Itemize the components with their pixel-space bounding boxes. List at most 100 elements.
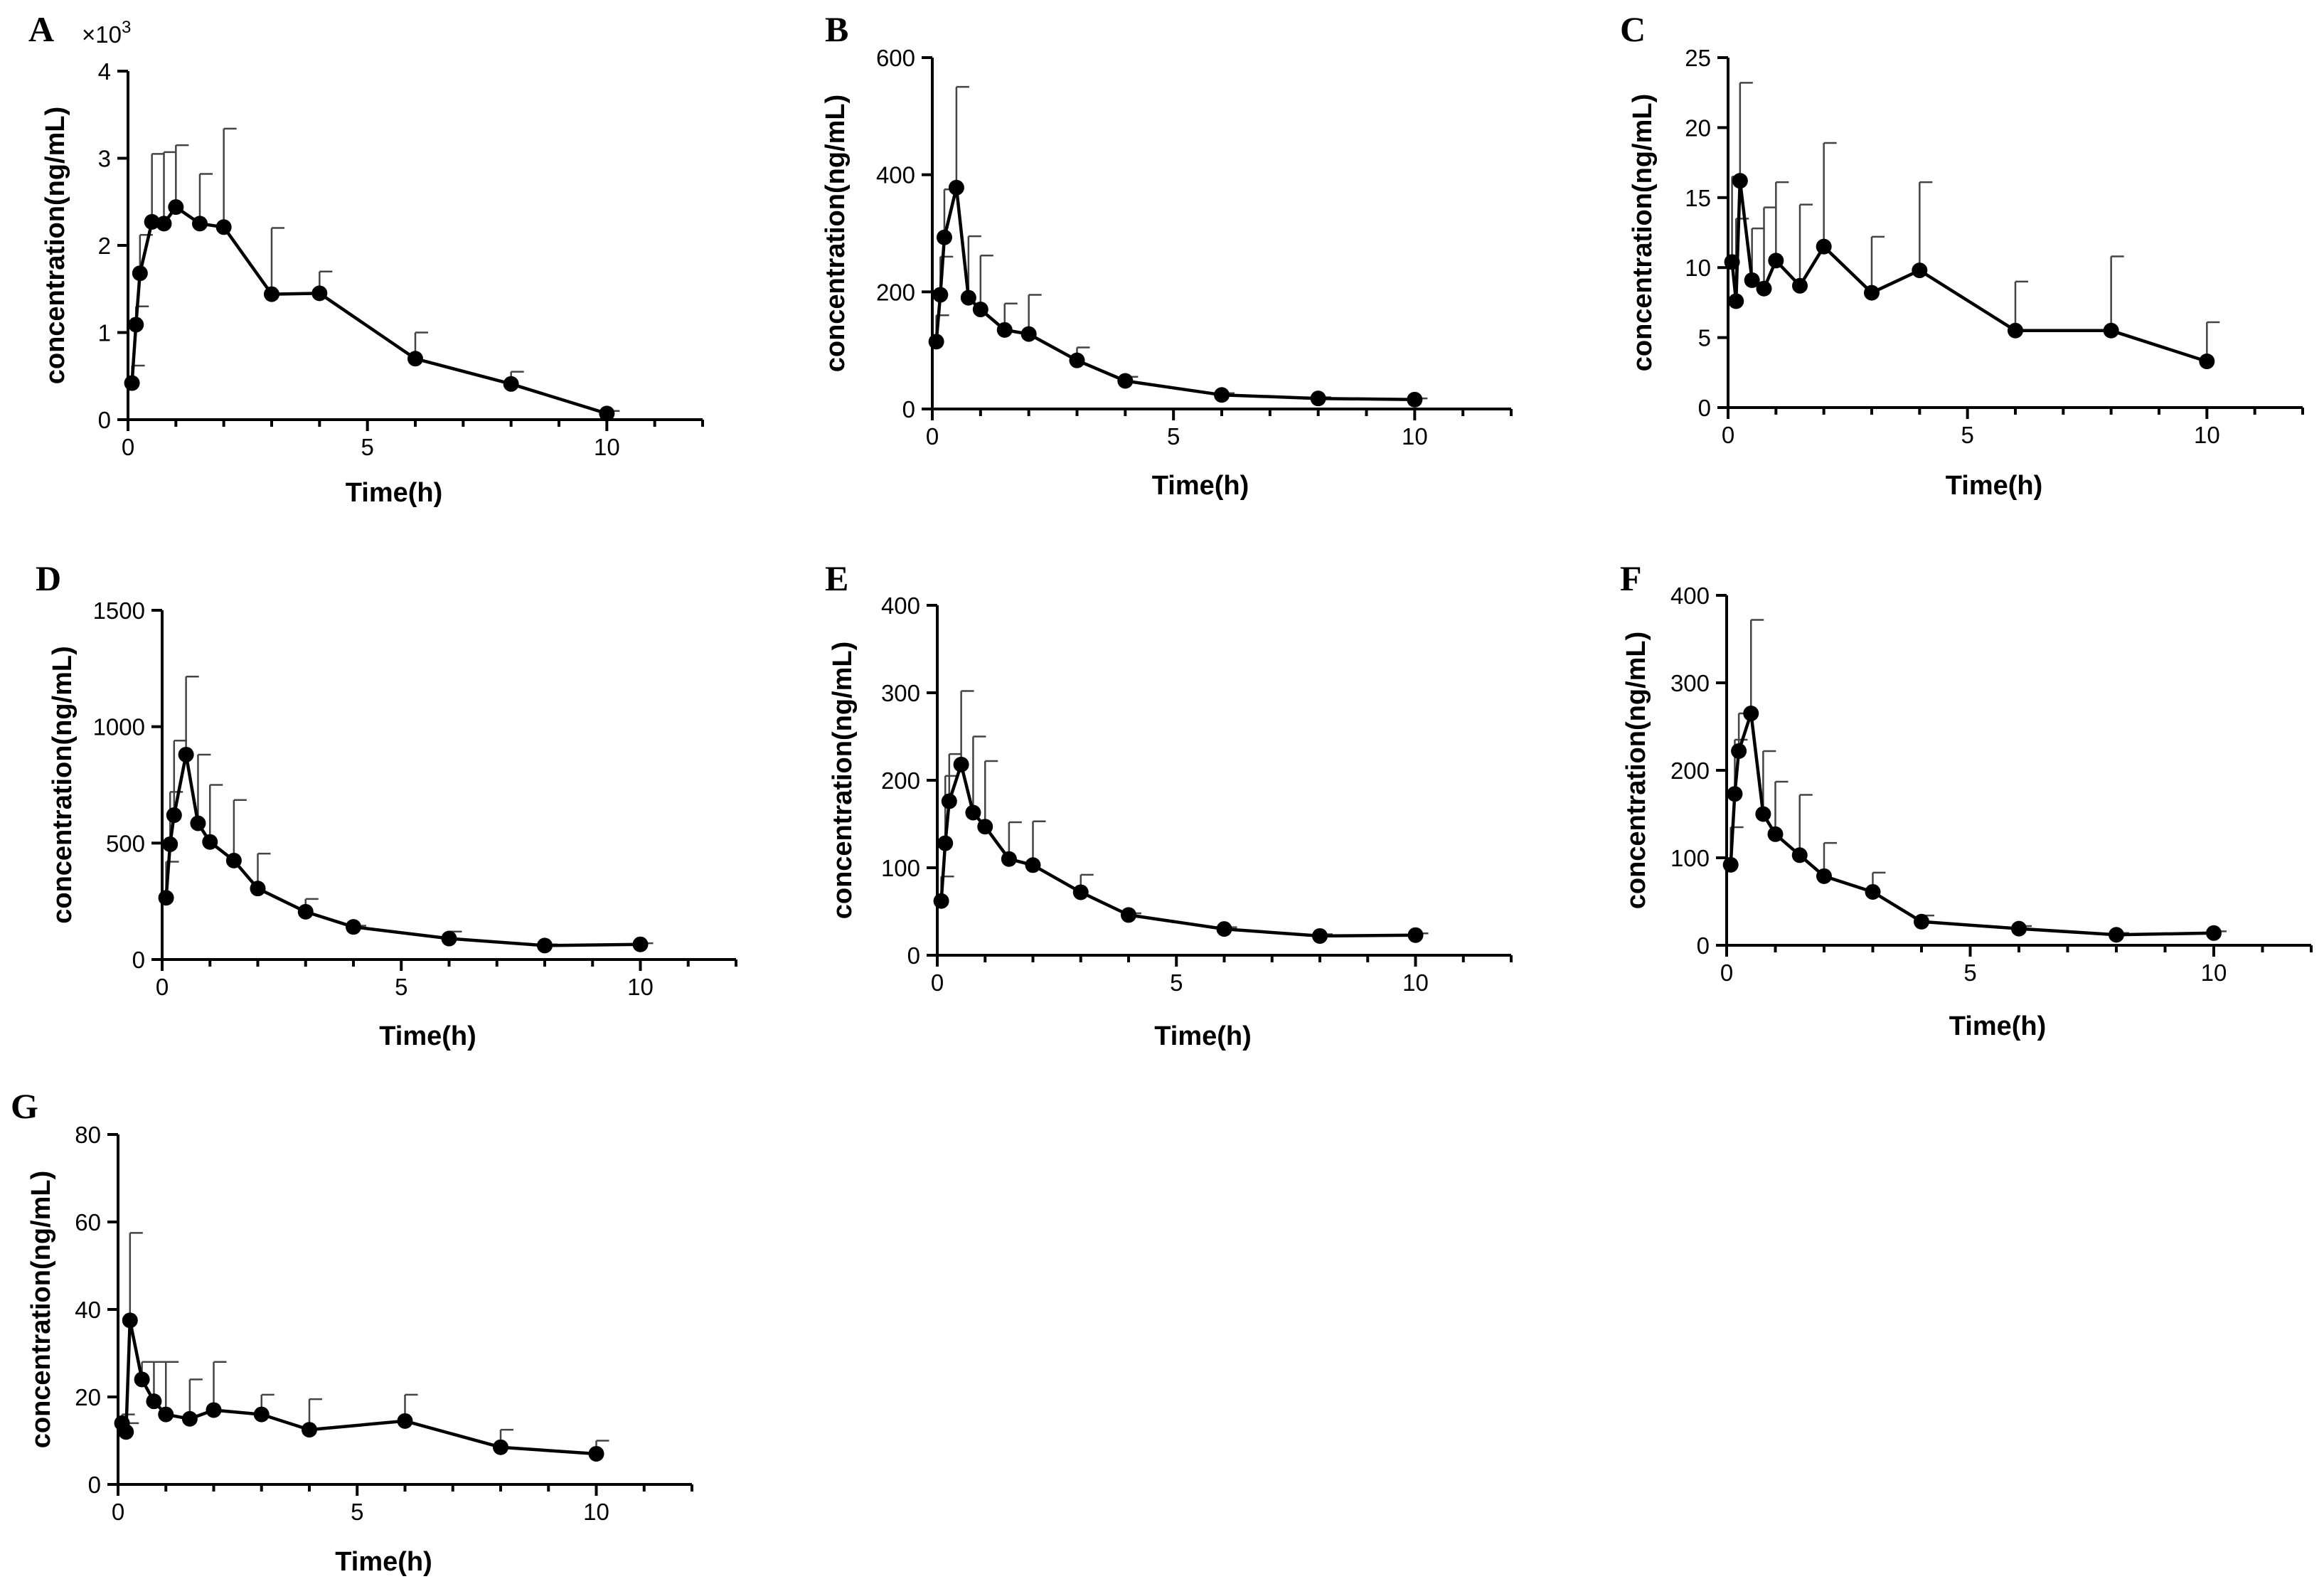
data-point — [1732, 173, 1748, 189]
x-tick-label: 0 — [931, 969, 944, 996]
data-point — [253, 1406, 270, 1423]
data-point — [2206, 925, 2222, 941]
y-tick-label: 0 — [902, 396, 915, 422]
y-tick-label: 100 — [881, 855, 920, 881]
x-tick-label: 10 — [2194, 422, 2220, 448]
data-point — [158, 890, 174, 906]
panel-letter-c: C — [1620, 9, 1646, 49]
data-point — [250, 881, 266, 897]
data-point — [407, 351, 423, 367]
data-point — [972, 302, 988, 318]
data-point — [346, 919, 361, 935]
y-tick-label: 0 — [907, 942, 920, 969]
data-point — [1407, 927, 1424, 943]
y-tick-label: 2 — [98, 233, 111, 259]
x-tick-label: 5 — [1963, 960, 1976, 986]
data-point — [1755, 806, 1771, 822]
y-tick-label: 4 — [98, 58, 111, 85]
panel-f: F 0 100 200 300 400 0 5 10 Time(h) concentration(n… — [1620, 558, 2313, 1041]
data-point — [588, 1445, 604, 1462]
data-point — [1312, 927, 1328, 944]
panel-b: B 0 200 400 600 0 5 10 Time(h) concentration(ng/m… — [821, 9, 1513, 501]
series-line — [939, 762, 1416, 938]
x-tick-label: 10 — [594, 434, 620, 460]
y-tick-label: 0 — [132, 947, 145, 973]
data-point — [124, 375, 140, 391]
data-point — [493, 1439, 508, 1455]
y-tick-label: 0 — [88, 1472, 101, 1498]
data-point — [1020, 326, 1037, 342]
y-tick-label: 200 — [876, 279, 915, 305]
data-point — [2199, 354, 2215, 370]
y-tick-label: 200 — [881, 767, 920, 794]
data-point — [1728, 293, 1744, 309]
y-tick-label: 500 — [106, 830, 145, 856]
data-point — [1744, 272, 1760, 288]
data-point — [1816, 868, 1832, 884]
data-point — [1722, 856, 1739, 873]
data-point — [1001, 851, 1017, 867]
series-line — [120, 1319, 597, 1456]
x-axis-title: Time(h) — [335, 1547, 432, 1577]
data-point — [1727, 786, 1743, 802]
data-point — [1864, 285, 1880, 301]
x-tick-label: 0 — [926, 423, 939, 450]
data-point — [1912, 262, 1928, 279]
data-point — [948, 179, 964, 196]
data-point — [977, 819, 993, 835]
data-point — [158, 1406, 174, 1423]
x-tick-label: 5 — [1961, 422, 1973, 448]
data-point — [933, 893, 949, 909]
x-tick-label: 5 — [395, 974, 407, 1000]
x-tick-label: 5 — [361, 434, 373, 460]
y-scale-exponent: 3 — [122, 18, 131, 37]
data-point — [134, 1371, 150, 1388]
data-point — [936, 229, 952, 245]
data-point — [1914, 913, 1929, 930]
y-axis-title: concentration(ng/mL) — [48, 646, 78, 924]
data-point — [2103, 322, 2119, 339]
panel-letter-g: G — [11, 1086, 38, 1126]
series-line — [130, 205, 607, 415]
data-point — [1214, 387, 1230, 403]
y-tick-label: 600 — [876, 45, 915, 71]
x-tick-label: 5 — [1167, 423, 1180, 450]
y-axis-title: concentration(ng/mL) — [821, 95, 851, 373]
x-axis-title: Time(h) — [379, 1021, 476, 1051]
data-point — [168, 199, 184, 216]
x-axis-title: Time(h) — [346, 478, 443, 508]
data-point — [1310, 390, 1326, 407]
y-tick-label: 40 — [75, 1297, 101, 1323]
y-axis-title: concentration(ng/mL) — [828, 642, 858, 920]
x-tick-label: 10 — [1402, 423, 1428, 450]
data-point — [2011, 920, 2027, 937]
x-tick-label: 5 — [1170, 969, 1183, 996]
x-axis-title: Time(h) — [1152, 471, 1249, 501]
panel-e: E 0 100 200 300 400 0 5 10 Time(h) concentration(n… — [825, 558, 1513, 1051]
data-point — [1791, 847, 1808, 863]
data-point — [1025, 857, 1041, 873]
data-point — [960, 289, 976, 306]
data-point — [156, 216, 172, 232]
y-tick-label: 60 — [75, 1209, 101, 1235]
x-tick-label: 0 — [112, 1499, 124, 1525]
panel-c: C 0 5 10 15 20 25 0 5 10 Time(h) concentration(ng/m… — [1620, 9, 2304, 501]
data-point — [1743, 706, 1759, 722]
panel-d: D 0 500 1000 1500 0 5 10 Time(h) concentration(ng… — [36, 558, 737, 1051]
data-point — [2008, 322, 2023, 339]
y-tick-label: 0 — [1698, 395, 1711, 421]
data-point — [932, 287, 949, 303]
data-point — [1121, 907, 1136, 923]
data-point — [128, 317, 144, 333]
data-point — [225, 852, 242, 868]
data-point — [1117, 373, 1134, 389]
panel-g: G 0 20 40 60 80 0 5 10 Time(h) concentration(ng/mL… — [11, 1086, 693, 1577]
series-line — [1729, 711, 2214, 937]
series-line — [164, 753, 641, 947]
data-point — [953, 756, 969, 772]
data-point — [1072, 884, 1089, 900]
data-point — [2109, 927, 2124, 943]
x-axis-title: Time(h) — [1946, 471, 2043, 501]
data-point — [1724, 254, 1740, 270]
